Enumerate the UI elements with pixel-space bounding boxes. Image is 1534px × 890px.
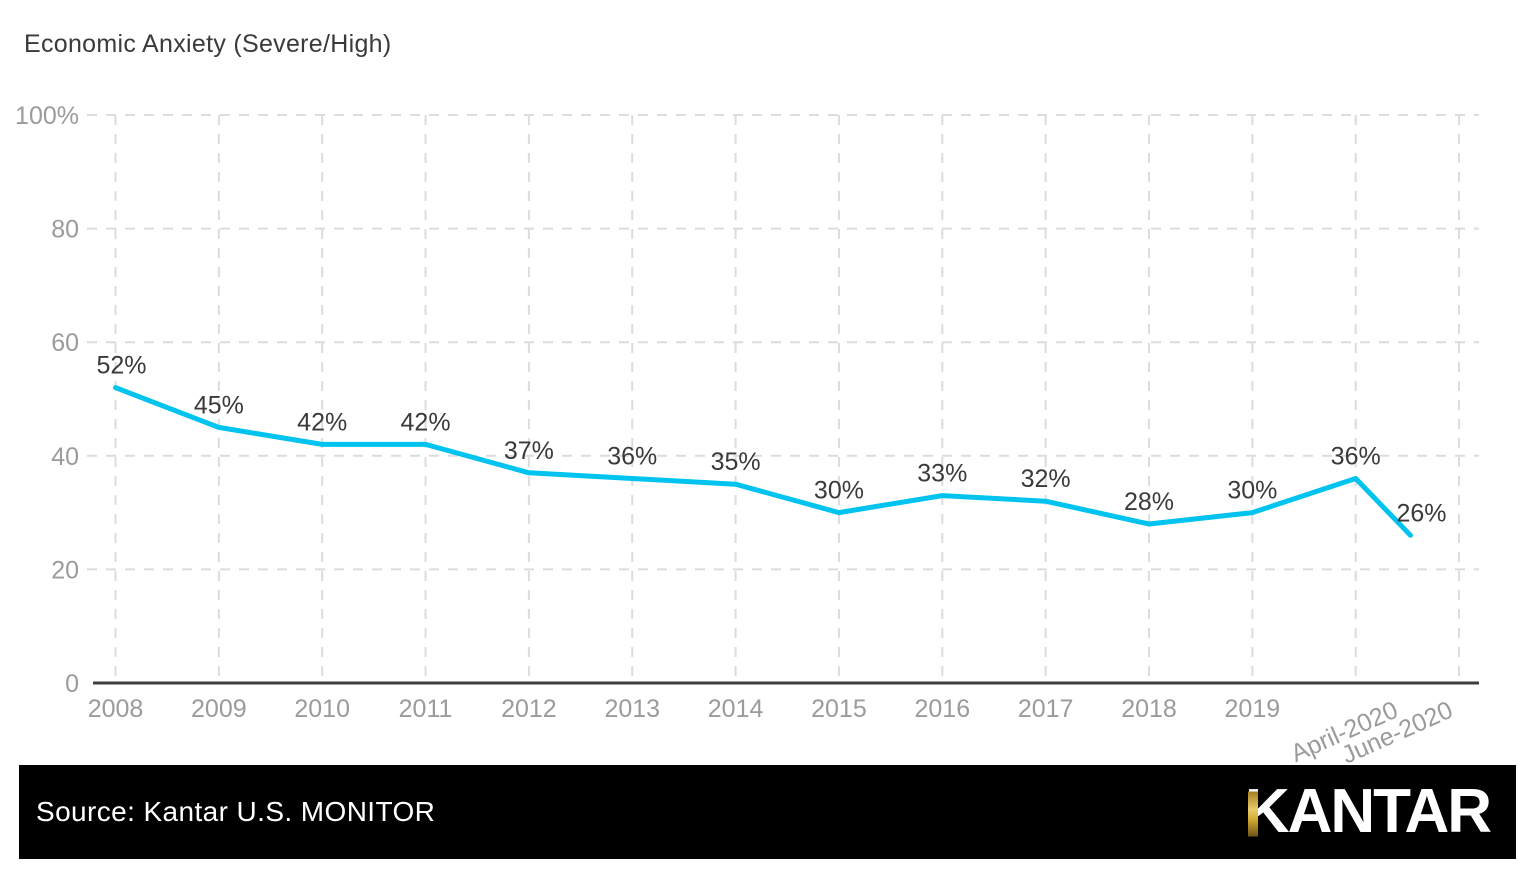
series [113, 385, 1413, 538]
data-point-label: 28% [1124, 488, 1174, 516]
kantar-logo: KANTAR [1244, 777, 1492, 846]
grid-vertical [114, 115, 1461, 683]
data-point-labels: 52% 45% 42% 42% 37% 36% 35% 30% 33% 32% 28% 30% 36% 2… [96, 352, 1446, 528]
x-tick-label: 2009 [191, 695, 247, 723]
data-point-label: 26% [1396, 499, 1446, 527]
y-tick-label: 0 [65, 670, 79, 698]
data-point-label: 36% [1331, 443, 1381, 471]
data-point-label: 42% [401, 408, 451, 436]
grid-horizontal [87, 114, 1479, 571]
trend-line [113, 385, 1413, 538]
x-tick-label: 2016 [914, 695, 970, 723]
data-point-label: 33% [917, 460, 967, 488]
y-tick-label: 60 [51, 329, 79, 357]
y-tick-labels: 100% 80 60 40 20 0 [15, 102, 79, 698]
x-tick-label: 2012 [501, 695, 557, 723]
kantar-logo-gold-bar [1247, 791, 1258, 837]
chart-title: Economic Anxiety (Severe/High) [24, 30, 392, 58]
data-point-label: 42% [297, 408, 347, 436]
data-point-label: 30% [1227, 477, 1277, 505]
x-tick-label: 2017 [1018, 695, 1074, 723]
kantar-logo-text: KANTAR [1244, 777, 1492, 846]
data-point-label: 30% [814, 477, 864, 505]
y-tick-label: 100% [15, 102, 79, 130]
data-point-label: 35% [711, 448, 761, 476]
data-point-label: 52% [96, 352, 146, 380]
data-point-label: 45% [194, 391, 244, 419]
source-text: Source: Kantar U.S. MONITOR [36, 796, 436, 827]
economic-anxiety-line-chart: 100% 80 60 40 20 0 2008 2009 2010 2011 2012 2013 201… [15, 102, 1479, 763]
y-tick-label: 20 [51, 556, 79, 584]
x-tick-label: 2013 [604, 695, 660, 723]
x-tick-label: 2011 [399, 695, 453, 723]
x-tick-label: 2008 [88, 695, 144, 723]
x-tick-label: 2018 [1121, 695, 1177, 723]
data-point-label: 36% [607, 443, 657, 471]
source-bar: Source: Kantar U.S. MONITOR KANTAR [19, 765, 1516, 859]
y-tick-label: 80 [51, 216, 79, 244]
data-point-label: 37% [504, 437, 554, 465]
data-point-label: 32% [1021, 465, 1071, 493]
y-tick-label: 40 [51, 443, 79, 471]
x-tick-label: 2015 [811, 695, 867, 723]
x-tick-label: 2019 [1225, 695, 1281, 723]
x-tick-labels: 2008 2009 2010 2011 2012 2013 2014 2015 2016 2017… [88, 695, 1457, 763]
x-tick-label: 2014 [708, 695, 764, 723]
x-tick-label: 2010 [294, 695, 350, 723]
